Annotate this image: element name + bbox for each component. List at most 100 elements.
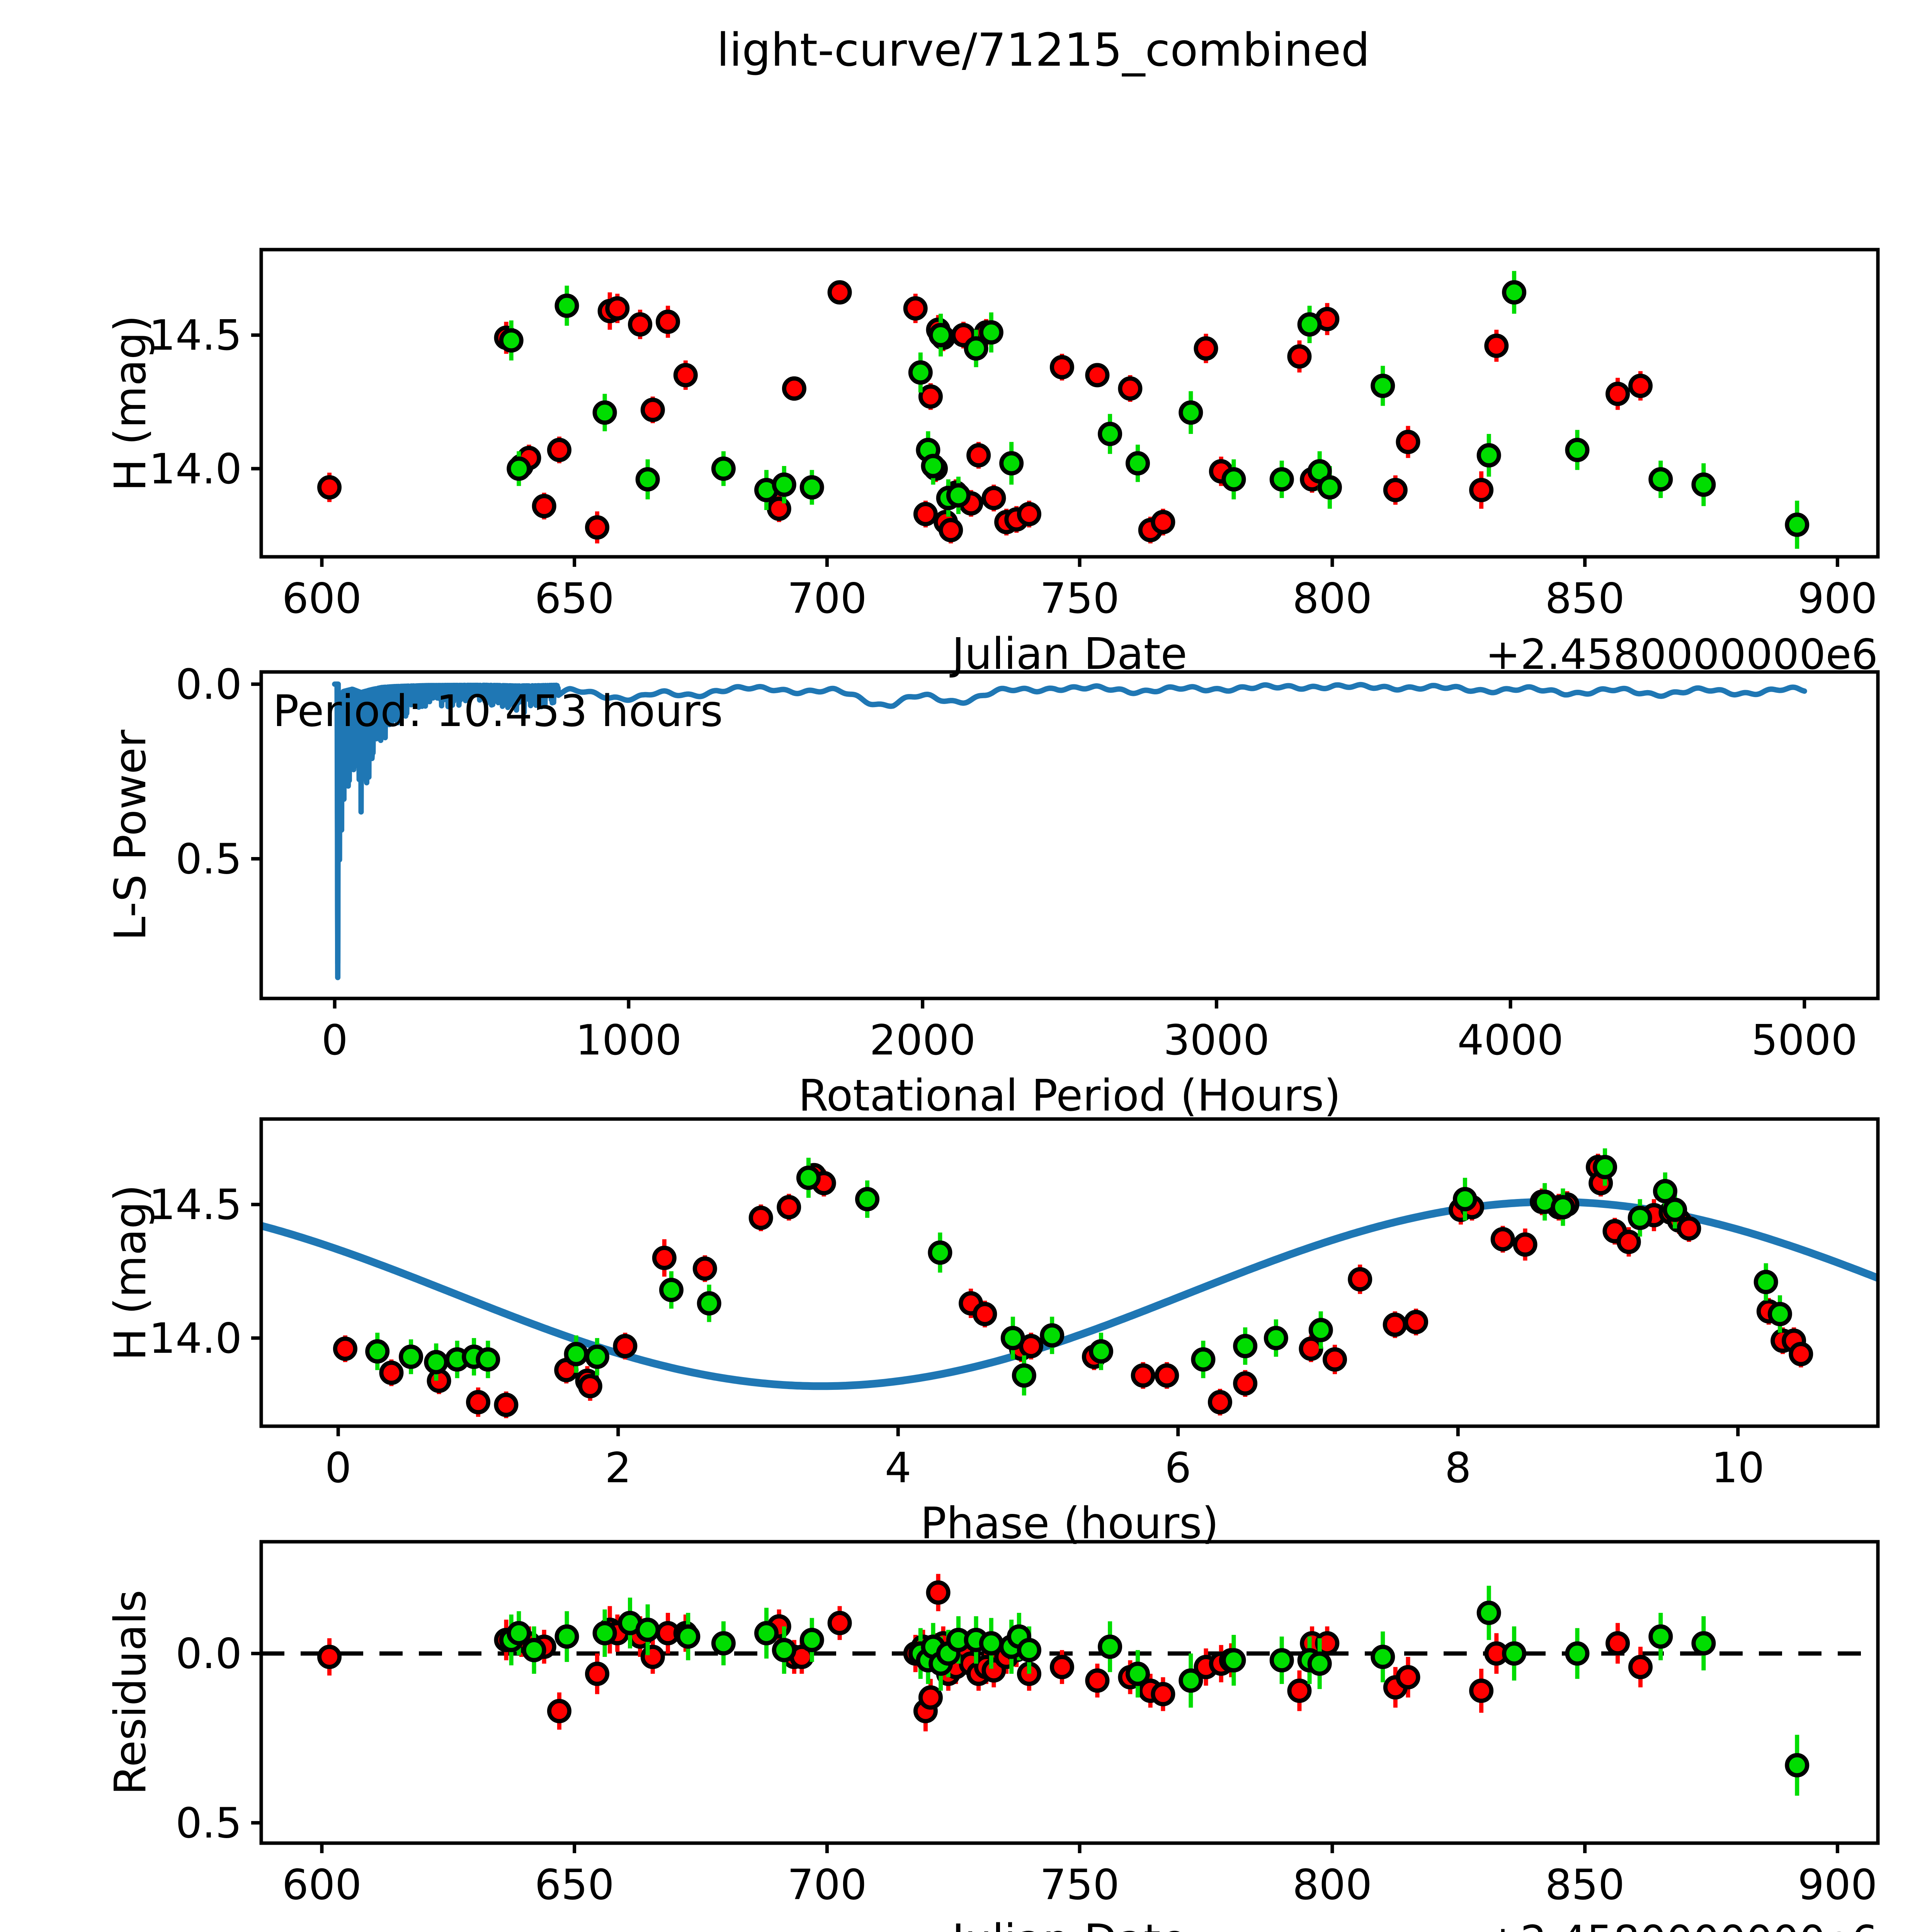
y-tick-label: 14.0 xyxy=(149,1315,242,1363)
data-point xyxy=(532,494,556,519)
x-tick-label: 2000 xyxy=(869,1016,976,1065)
data-point xyxy=(1049,1655,1074,1679)
data-point xyxy=(1155,1363,1179,1388)
data-point xyxy=(748,1206,773,1230)
data-point xyxy=(1653,1179,1677,1204)
y-tick-label: 0.5 xyxy=(175,1799,242,1847)
data-point xyxy=(827,280,852,305)
y-tick-label: 14.5 xyxy=(149,311,242,360)
data-point xyxy=(1648,1624,1673,1649)
data-point xyxy=(1017,1638,1041,1662)
data-point xyxy=(1383,1312,1407,1337)
data-point xyxy=(1040,1323,1065,1348)
data-point xyxy=(1000,1326,1025,1350)
data-point xyxy=(656,310,680,334)
data-point xyxy=(1269,1648,1294,1673)
data-point xyxy=(1179,1668,1203,1693)
data-point xyxy=(399,1344,423,1369)
data-point xyxy=(424,1350,449,1374)
y-axis-label: H (mag) xyxy=(105,1184,156,1361)
x-tick-label: 2 xyxy=(605,1444,631,1492)
data-point xyxy=(1017,502,1041,526)
y-tick-label: 0.0 xyxy=(175,1630,242,1678)
data-point xyxy=(1012,1363,1036,1388)
data-point xyxy=(799,1628,824,1652)
data-point xyxy=(772,472,796,497)
data-point xyxy=(1616,1230,1641,1254)
y-tick-label: 14.0 xyxy=(149,445,242,493)
data-point xyxy=(1628,1655,1653,1679)
data-point xyxy=(1315,1631,1340,1656)
data-point xyxy=(1469,478,1494,502)
data-point xyxy=(1502,280,1527,305)
data-point xyxy=(1565,438,1590,462)
data-point xyxy=(585,515,609,540)
data-point xyxy=(1194,336,1218,361)
data-point xyxy=(1221,1648,1246,1673)
x-axis-label: Julian Date xyxy=(949,1915,1187,1932)
data-point xyxy=(1383,478,1408,502)
data-point xyxy=(1469,1679,1494,1703)
data-point xyxy=(1126,451,1150,476)
data-point xyxy=(554,293,579,318)
data-point xyxy=(1191,1347,1216,1372)
sinusoid-fit-curve xyxy=(261,1198,1878,1390)
data-point xyxy=(964,336,988,361)
x-tick-label: 4000 xyxy=(1458,1016,1564,1065)
data-point xyxy=(946,483,971,508)
data-point xyxy=(979,320,1003,345)
axes-frame xyxy=(259,670,1880,1000)
data-point xyxy=(499,328,524,353)
x-tick-label: 650 xyxy=(535,575,614,623)
data-point xyxy=(1098,1634,1122,1659)
data-point xyxy=(1785,1753,1810,1777)
data-point xyxy=(999,451,1024,476)
x-tick-label: 5000 xyxy=(1751,1016,1857,1065)
data-point xyxy=(640,398,665,422)
data-point xyxy=(592,1621,617,1646)
axes-frame xyxy=(259,248,1880,559)
data-point xyxy=(827,1611,852,1635)
data-point xyxy=(855,1187,879,1211)
data-point xyxy=(1085,1668,1110,1693)
x-tick-label: 850 xyxy=(1545,1861,1625,1909)
x-tick-label: 6 xyxy=(1165,1444,1191,1492)
x-tick-label: 4 xyxy=(885,1444,912,1492)
data-point xyxy=(711,1631,736,1656)
data-point xyxy=(1476,1600,1501,1625)
data-point xyxy=(697,1291,721,1316)
data-point xyxy=(1307,1651,1332,1676)
data-point xyxy=(578,1374,602,1398)
data-point xyxy=(547,1699,571,1723)
data-point xyxy=(1513,1232,1537,1257)
data-point xyxy=(333,1337,357,1361)
data-point xyxy=(1789,1342,1813,1366)
x-tick-label: 1000 xyxy=(575,1016,682,1065)
x-tick-label: 0 xyxy=(325,1444,352,1492)
data-point xyxy=(692,1256,717,1281)
data-point xyxy=(1605,381,1630,406)
data-point xyxy=(928,1240,952,1265)
data-point xyxy=(918,1685,943,1710)
x-tick-label: 10 xyxy=(1711,1444,1764,1492)
data-point xyxy=(1233,1371,1258,1396)
panel-residuals: 600 650 700 750 800 850 900 0.5 0.0 Julian Date Re… xyxy=(105,1540,1880,1932)
data-point xyxy=(1605,1631,1630,1656)
plot-area-phase-folded xyxy=(261,1148,1878,1418)
data-point xyxy=(767,497,791,521)
data-point xyxy=(1323,1347,1347,1372)
y-tick-label: 0.0 xyxy=(175,661,242,709)
plot-area-periodogram xyxy=(332,681,1807,980)
data-point xyxy=(1049,355,1074,379)
data-point xyxy=(908,360,933,385)
data-point xyxy=(635,1617,660,1642)
data-point xyxy=(317,1645,342,1669)
x-axis-label: Rotational Period (Hours) xyxy=(798,1071,1341,1121)
figure-title: light-curve/71215_combined xyxy=(716,23,1370,77)
data-point xyxy=(1151,1682,1175,1706)
x-tick-label: 850 xyxy=(1545,575,1625,623)
data-point xyxy=(903,296,928,321)
data-point xyxy=(1396,1665,1420,1690)
